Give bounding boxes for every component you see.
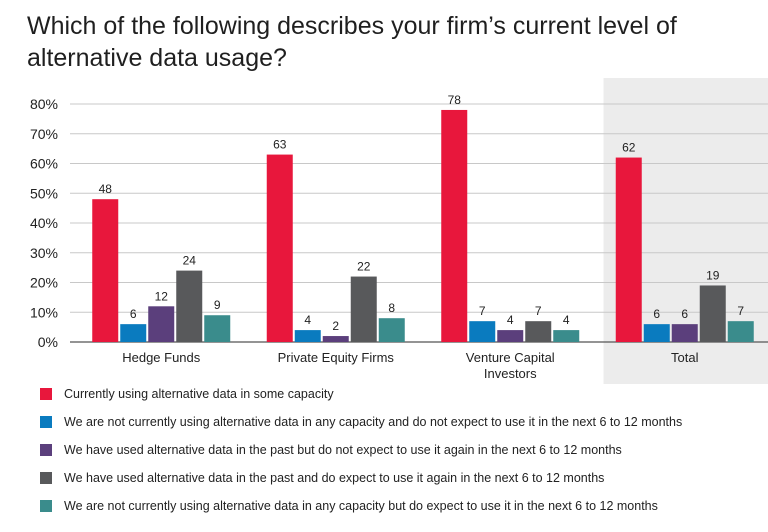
bar-chart: 0%10%20%30%40%50%60%70%80%48612249Hedge … <box>30 78 768 384</box>
data-label: 22 <box>357 260 371 274</box>
legend-swatch <box>40 416 52 428</box>
data-label: 62 <box>622 141 636 155</box>
bar <box>294 330 321 342</box>
data-label: 6 <box>130 307 137 321</box>
bar <box>643 324 670 342</box>
legend-swatch <box>40 388 52 400</box>
y-tick-label: 30% <box>30 245 58 261</box>
data-label: 8 <box>388 301 395 315</box>
legend-item: We have used alternative data in the pas… <box>40 470 740 486</box>
data-label: 7 <box>535 304 542 318</box>
y-tick-label: 10% <box>30 304 58 320</box>
bar <box>525 321 552 342</box>
data-label: 12 <box>155 289 169 303</box>
legend-swatch <box>40 444 52 456</box>
legend-swatch <box>40 500 52 512</box>
y-tick-label: 20% <box>30 275 58 291</box>
y-tick-label: 40% <box>30 215 58 231</box>
bar <box>378 318 405 342</box>
data-label: 19 <box>706 268 720 282</box>
y-tick-label: 0% <box>38 334 58 350</box>
x-tick-label: Hedge Funds <box>122 350 201 365</box>
data-label: 48 <box>99 182 113 196</box>
legend-label: We have used alternative data in the pas… <box>64 471 605 485</box>
y-tick-label: 70% <box>30 126 58 142</box>
x-tick-label: Total <box>671 350 699 365</box>
data-label: 6 <box>653 307 660 321</box>
y-tick-label: 50% <box>30 185 58 201</box>
legend-swatch <box>40 472 52 484</box>
x-tick-label: Private Equity Firms <box>278 350 395 365</box>
data-label: 7 <box>737 304 744 318</box>
bar <box>615 157 642 342</box>
y-tick-label: 80% <box>30 96 58 112</box>
y-tick-label: 60% <box>30 156 58 172</box>
x-tick-label: Investors <box>484 366 537 381</box>
data-label: 78 <box>448 93 462 107</box>
bar <box>469 321 496 342</box>
data-label: 4 <box>563 313 570 327</box>
bar <box>120 324 147 342</box>
legend-item: We are not currently using alternative d… <box>40 498 740 514</box>
bar <box>266 154 293 342</box>
legend-item: Currently using alternative data in some… <box>40 386 740 402</box>
bar <box>699 285 726 342</box>
data-label: 7 <box>479 304 486 318</box>
bar <box>92 199 119 342</box>
data-label: 4 <box>507 313 514 327</box>
data-label: 9 <box>214 298 221 312</box>
bar <box>204 315 231 342</box>
data-label: 2 <box>332 319 339 333</box>
bar <box>350 276 377 342</box>
legend-item: We are not currently using alternative d… <box>40 414 740 430</box>
bar <box>671 324 698 342</box>
legend-label: We have used alternative data in the pas… <box>64 443 622 457</box>
bar <box>322 336 349 342</box>
data-label: 24 <box>183 254 197 268</box>
x-tick-label: Venture Capital <box>466 350 555 365</box>
legend-label: We are not currently using alternative d… <box>64 499 658 513</box>
bar <box>727 321 754 342</box>
bar <box>148 306 175 342</box>
legend-label: We are not currently using alternative d… <box>64 415 683 429</box>
bar <box>176 270 203 342</box>
chart-title: Which of the following describes your fi… <box>27 12 677 72</box>
legend-label: Currently using alternative data in some… <box>64 387 334 401</box>
bar <box>497 330 524 342</box>
bar <box>553 330 580 342</box>
legend-item: We have used alternative data in the pas… <box>40 442 740 458</box>
data-label: 63 <box>273 138 287 152</box>
data-label: 6 <box>681 307 688 321</box>
data-label: 4 <box>304 313 311 327</box>
bar <box>441 109 468 342</box>
